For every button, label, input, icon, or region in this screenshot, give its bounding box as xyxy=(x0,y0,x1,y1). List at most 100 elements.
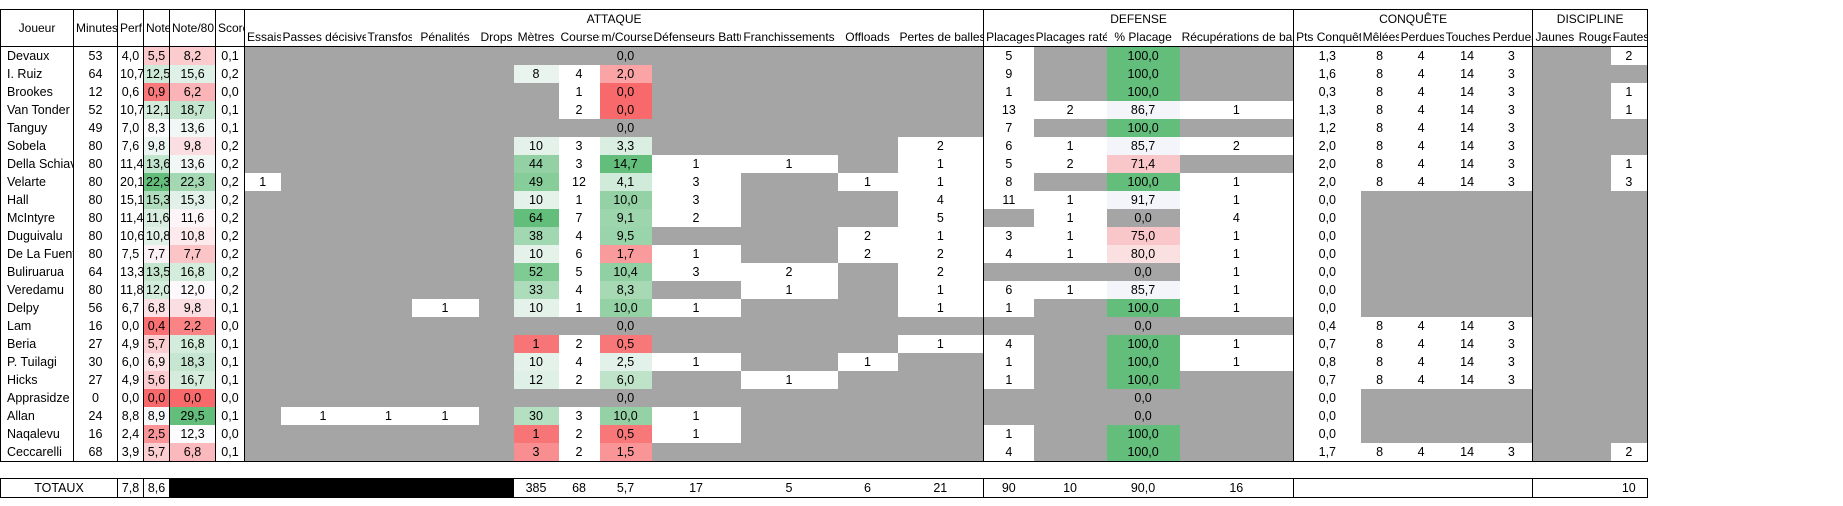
col-header-defense-1: Placages ratés xyxy=(1033,28,1107,47)
attaque-cell-5 xyxy=(513,389,559,407)
defense-cell-1 xyxy=(1033,119,1107,137)
discipline-cell-1 xyxy=(1576,317,1611,335)
defense-cell-1 xyxy=(1033,263,1107,281)
discipline-cell-1 xyxy=(1576,281,1611,299)
conquete-cell-2 xyxy=(1398,209,1444,227)
table-row: Allan 24 8,8 8,9 29,5 0,1 1 1 1 30 3 10,0 1 0,0 0,0 xyxy=(0,407,1649,425)
conquete-cell-2 xyxy=(1398,281,1444,299)
score-cell: 0,1 xyxy=(215,371,245,389)
attaque-cell-2 xyxy=(365,173,412,191)
attaque-cell-3: 1 xyxy=(411,407,479,425)
table-row: I. Ruiz 64 10,7 12,5 15,6 0,2 8 4 2,0 9 100,0 1,6 8 4… xyxy=(0,65,1649,83)
attaque-cell-11 xyxy=(897,46,985,65)
totals-fautes: 10 xyxy=(1610,478,1649,498)
note-cell: 12,5 xyxy=(143,65,170,83)
attaque-cell-5: 10 xyxy=(513,245,559,263)
table-row: Buliruarua 64 13,3 13,5 16,8 0,2 52 5 10,4 3 2 2 0,0… xyxy=(0,263,1649,281)
conquete-cell-3: 14 xyxy=(1443,155,1491,173)
conquete-cell-1 xyxy=(1360,425,1399,443)
attaque-cell-3 xyxy=(411,317,479,335)
defense-cell-2: 100,0 xyxy=(1106,83,1180,101)
attaque-cell-4 xyxy=(478,425,514,443)
attaque-cell-5 xyxy=(513,119,559,137)
attaque-cell-9 xyxy=(740,101,838,119)
discipline-cell-2 xyxy=(1610,119,1649,137)
defense-cell-2: 71,4 xyxy=(1106,155,1180,173)
discipline-cell-1 xyxy=(1576,389,1611,407)
defense-cell-2: 0,0 xyxy=(1106,407,1180,425)
conquete-cell-2: 4 xyxy=(1398,137,1444,155)
discipline-cell-2 xyxy=(1610,353,1649,371)
defense-cell-3 xyxy=(1179,317,1295,335)
col-header-attaque-7: m/Course xyxy=(599,28,652,47)
attaque-cell-7: 3,3 xyxy=(599,137,652,155)
totals-discipline-empty xyxy=(1532,478,1611,498)
attaque-cell-7: 0,0 xyxy=(599,46,652,65)
attaque-cell-11 xyxy=(897,353,985,371)
discipline-cell-2: 2 xyxy=(1610,443,1649,462)
defense-cell-2: 80,0 xyxy=(1106,245,1180,263)
attaque-cell-2 xyxy=(365,245,412,263)
note-cell: 6,8 xyxy=(143,299,170,317)
score-cell: 0,0 xyxy=(215,425,245,443)
player-name: Brookes xyxy=(0,83,74,101)
conquete-cell-2: 4 xyxy=(1398,83,1444,101)
defense-cell-0: 1 xyxy=(983,371,1034,389)
attaque-cell-10 xyxy=(837,443,898,462)
attaque-cell-2 xyxy=(365,299,412,317)
attaque-cell-9: 2 xyxy=(740,263,838,281)
defense-cell-1 xyxy=(1033,317,1107,335)
totals-franchissements: 5 xyxy=(740,478,838,498)
attaque-cell-4 xyxy=(478,389,514,407)
minutes-cell: 80 xyxy=(73,137,118,155)
attaque-cell-0 xyxy=(244,407,281,425)
attaque-cell-9 xyxy=(740,317,838,335)
note-cell: 15,3 xyxy=(143,191,170,209)
attaque-cell-1 xyxy=(280,209,366,227)
col-header-defense-2: % Placage xyxy=(1106,28,1180,47)
note80-cell: 12,0 xyxy=(169,281,216,299)
attaque-cell-11: 2 xyxy=(897,245,985,263)
attaque-cell-2 xyxy=(365,353,412,371)
attaque-cell-0 xyxy=(244,443,281,462)
note-cell: 6,9 xyxy=(143,353,170,371)
defense-cell-3: 1 xyxy=(1179,281,1295,299)
attaque-cell-6: 6 xyxy=(558,245,600,263)
defense-cell-2: 85,7 xyxy=(1106,137,1180,155)
perf-cell: 7,5 xyxy=(117,245,144,263)
attaque-cell-6: 2 xyxy=(558,425,600,443)
defense-cell-1 xyxy=(1033,65,1107,83)
totals-recup: 16 xyxy=(1179,478,1295,498)
attaque-cell-11: 1 xyxy=(897,335,985,353)
col-header-conquete-3: Touches xyxy=(1443,28,1491,47)
attaque-cell-10 xyxy=(837,137,898,155)
table-row: Hicks 27 4,9 5,6 16,7 0,1 12 2 6,0 1 1 100,0 0,7 8 4 14… xyxy=(0,371,1649,389)
attaque-cell-1 xyxy=(280,191,366,209)
conquete-cell-0: 0,0 xyxy=(1293,407,1361,425)
defense-cell-3: 1 xyxy=(1179,191,1295,209)
defense-cell-0: 13 xyxy=(983,101,1034,119)
minutes-cell: 80 xyxy=(73,281,118,299)
attaque-cell-1 xyxy=(280,227,366,245)
discipline-cell-2: 1 xyxy=(1610,101,1649,119)
discipline-cell-0 xyxy=(1532,83,1577,101)
discipline-cell-0 xyxy=(1532,389,1577,407)
attaque-cell-3 xyxy=(411,119,479,137)
attaque-cell-4 xyxy=(478,101,514,119)
attaque-cell-4 xyxy=(478,245,514,263)
table-row: Devaux 53 4,0 5,5 8,2 0,1 0,0 5 100,0 1,3 8 4 14 3 2 xyxy=(0,46,1649,65)
attaque-cell-3 xyxy=(411,227,479,245)
attaque-cell-9 xyxy=(740,335,838,353)
attaque-cell-10 xyxy=(837,65,898,83)
attaque-cell-8 xyxy=(651,83,741,101)
attaque-cell-3 xyxy=(411,191,479,209)
attaque-cell-9 xyxy=(740,407,838,425)
perf-cell: 10,7 xyxy=(117,65,144,83)
conquete-cell-0: 0,0 xyxy=(1293,281,1361,299)
defense-cell-1 xyxy=(1033,425,1107,443)
defense-cell-2: 100,0 xyxy=(1106,335,1180,353)
conquete-cell-3: 14 xyxy=(1443,371,1491,389)
defense-cell-1 xyxy=(1033,371,1107,389)
attaque-cell-1 xyxy=(280,335,366,353)
attaque-cell-9 xyxy=(740,46,838,65)
